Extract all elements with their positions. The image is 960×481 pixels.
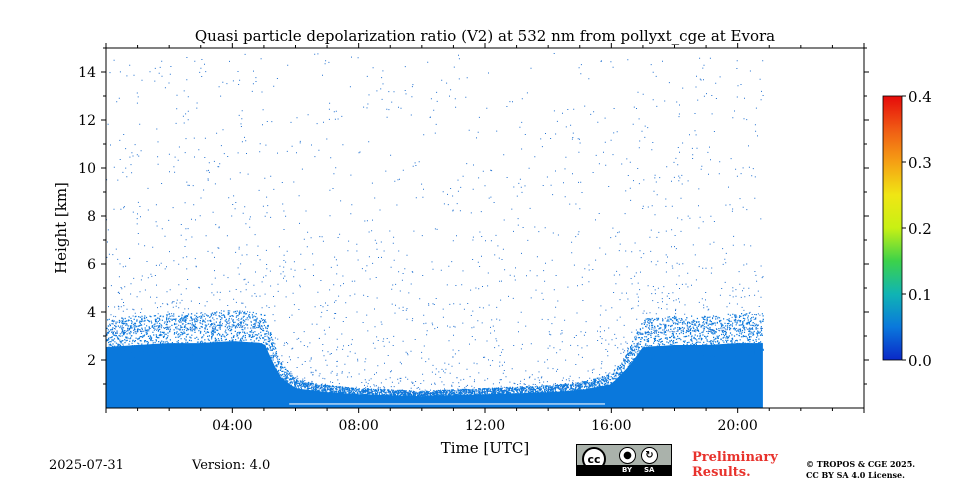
preliminary-line-2: Results. <box>692 465 751 480</box>
x-tick-label: 20:00 <box>717 418 757 434</box>
x-tick-label: 04:00 <box>212 418 252 434</box>
colorbar-tick-label: 0.3 <box>908 154 932 172</box>
y-tick-label: 12 <box>78 113 96 129</box>
footer-version: Version: 4.0 <box>192 458 271 473</box>
colorbar-ticks: 0.0 0.1 0.2 0.3 0.4 <box>902 88 932 370</box>
y-tick-label: 4 <box>87 305 96 321</box>
preliminary-results-note: Preliminary Results. <box>692 450 778 480</box>
x-tick-label: 12:00 <box>465 418 505 434</box>
share-alike-icon: ↻ <box>641 447 658 464</box>
layer-top-speckle <box>106 310 765 400</box>
attribution-icon: ● <box>619 447 636 464</box>
sparse-signal-points <box>106 53 765 405</box>
y-axis-ticks: 2 4 6 8 10 12 14 <box>78 47 869 385</box>
x-axis-ticks: 04:00 08:00 12:00 16:00 20:00 <box>105 43 865 434</box>
y-tick-label: 6 <box>87 257 96 273</box>
copyright-note: © TROPOS & CGE 2025. CC BY SA 4.0 Licens… <box>806 459 915 481</box>
cc-license-badge: cc ● ↻ BY SA <box>576 444 672 476</box>
y-tick-label: 2 <box>87 353 96 369</box>
y-tick-label: 8 <box>87 209 96 225</box>
colorbar-tick-label: 0.1 <box>908 286 932 304</box>
plot-area <box>106 53 765 408</box>
cc-badge-strip: BY SA <box>577 465 671 475</box>
copyright-line-2: CC BY SA 4.0 License. <box>806 470 905 480</box>
y-tick-label: 10 <box>78 161 96 177</box>
y-tick-label: 14 <box>78 65 96 81</box>
cc-sa-label: SA <box>644 466 655 474</box>
x-tick-label: 08:00 <box>338 418 378 434</box>
copyright-line-1: © TROPOS & CGE 2025. <box>806 459 916 469</box>
preliminary-line-1: Preliminary <box>692 450 778 465</box>
colorbar-tick-label: 0.4 <box>908 88 932 106</box>
near-ground-gap <box>289 403 606 405</box>
colorbar <box>882 95 903 361</box>
chart-title: Quasi particle depolarization ratio (V2)… <box>195 27 775 45</box>
x-axis-label: Time [UTC] <box>441 439 530 457</box>
footer-date: 2025-07-31 <box>49 458 124 473</box>
colorbar-tick-label: 0.2 <box>908 220 932 238</box>
cc-by-label: BY <box>622 466 633 474</box>
x-tick-label: 16:00 <box>591 418 631 434</box>
y-axis-label: Height [km] <box>52 182 70 274</box>
colorbar-tick-label: 0.0 <box>908 352 932 370</box>
